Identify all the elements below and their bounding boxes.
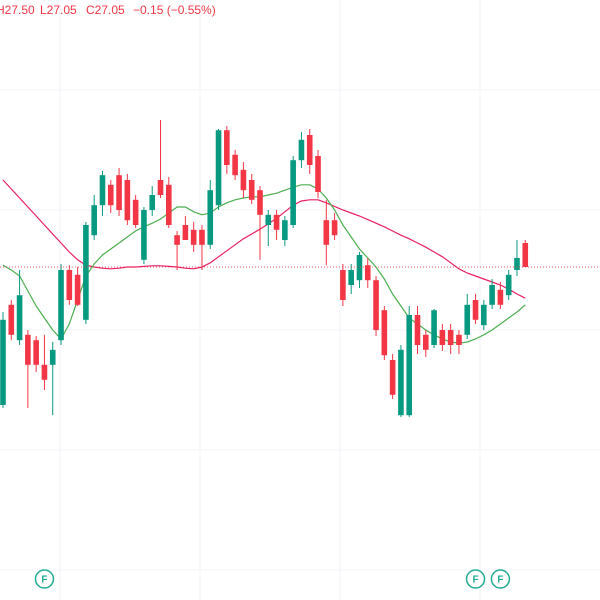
candle-body <box>25 334 31 365</box>
candle-body <box>215 130 222 206</box>
candle-body <box>522 243 529 267</box>
candle-body <box>107 184 114 206</box>
candle-body <box>331 220 338 236</box>
candle-body <box>182 225 189 240</box>
candle-body <box>456 334 462 345</box>
candle-body <box>398 349 404 416</box>
candle-body <box>406 315 413 416</box>
candle-body <box>447 330 454 345</box>
legend-low: L27.05 <box>40 3 77 17</box>
candle-body <box>116 175 122 210</box>
legend-change: −0.15 (−0.55%) <box>133 3 216 17</box>
candle-body <box>381 310 388 356</box>
candle-body <box>149 195 156 210</box>
legend-high: H27.50 <box>0 3 35 17</box>
horizontal-grid <box>0 89 600 571</box>
event-marker <box>490 569 511 589</box>
candle-body <box>141 210 147 260</box>
candle-body <box>464 304 471 335</box>
candle-body <box>505 274 512 296</box>
candle-body <box>265 214 272 225</box>
candle-body <box>422 334 429 350</box>
candle-body <box>157 180 164 195</box>
candle-body <box>66 270 73 300</box>
candle-body <box>356 255 363 281</box>
candle-body <box>83 225 89 320</box>
candle-body <box>439 330 446 345</box>
candle-body <box>49 349 56 365</box>
event-label: F <box>497 575 503 586</box>
candle-body <box>58 270 64 341</box>
candle-body <box>323 220 330 245</box>
candle-body <box>91 205 97 236</box>
candle-body <box>514 258 520 270</box>
candle-body <box>497 289 504 305</box>
candle-body <box>99 175 106 206</box>
candle-body <box>389 360 396 395</box>
candle-body <box>257 190 263 215</box>
candle-body <box>364 265 371 281</box>
event-marker <box>465 569 486 589</box>
moving-average <box>2 179 526 299</box>
event-marker <box>34 569 55 589</box>
candle-body <box>74 274 81 305</box>
candle-body <box>248 180 255 200</box>
candle-body <box>224 130 230 165</box>
candle-body <box>174 235 180 245</box>
candle-body <box>273 214 280 230</box>
candle-body <box>414 315 421 345</box>
candle-body <box>41 364 48 380</box>
candle-body <box>290 160 296 225</box>
candle-body <box>348 270 354 285</box>
legend-close: C27.05 <box>86 3 125 17</box>
candle-body <box>431 310 437 345</box>
candle-body <box>472 300 479 320</box>
candle-body <box>489 285 495 305</box>
candle-body <box>298 139 305 161</box>
candle-body <box>315 156 321 192</box>
candle-body <box>481 304 487 326</box>
moving-averages <box>2 179 526 344</box>
candle-body <box>373 280 379 330</box>
candle-body <box>124 180 131 221</box>
candle-body <box>8 304 15 335</box>
candle-body <box>33 340 39 365</box>
event-label: F <box>472 575 478 586</box>
candle-body <box>207 190 214 245</box>
candle-body <box>0 319 6 405</box>
candle-body <box>232 154 238 176</box>
candle-body <box>199 229 205 245</box>
event-label: F <box>41 575 47 586</box>
candles <box>0 120 600 417</box>
moving-average <box>2 184 526 344</box>
candle-body <box>340 270 346 300</box>
candle-body <box>282 220 288 240</box>
candle-body <box>16 295 23 341</box>
candle-body <box>240 169 247 191</box>
candle-body <box>190 229 197 245</box>
candle-body <box>166 184 172 225</box>
candle-body <box>306 135 313 165</box>
candle-body <box>132 199 139 225</box>
